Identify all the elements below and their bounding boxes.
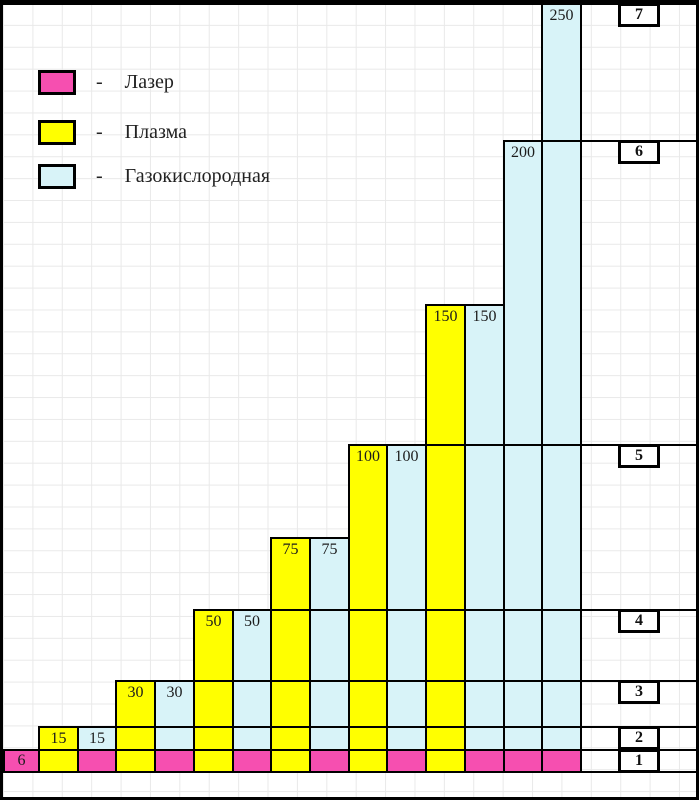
bar-value-label: 75 xyxy=(282,541,299,558)
legend-swatch-plasma xyxy=(38,119,76,145)
scale-marker-7: 7 xyxy=(618,3,660,27)
laser-band-cell xyxy=(386,749,427,773)
legend-item-oxyfuel: - Газокислородная xyxy=(38,163,270,189)
bar-value-label: 30 xyxy=(166,684,183,701)
laser-band-cell xyxy=(154,749,195,773)
level-line-15 xyxy=(38,726,696,728)
legend-label-oxyfuel: Газокислородная xyxy=(124,164,271,187)
laser-band-cell xyxy=(309,749,350,773)
bar-oxyfuel-15: 15 xyxy=(77,726,117,751)
laser-band-value-label: 6 xyxy=(17,752,26,769)
scale-marker-3: 3 xyxy=(618,680,660,704)
bar-value-label: 30 xyxy=(127,684,144,701)
legend-swatch-oxyfuel xyxy=(38,163,76,189)
bar-value-label: 15 xyxy=(89,730,105,747)
bar-oxyfuel-150: 150 xyxy=(464,304,505,751)
bar-value-label: 200 xyxy=(511,144,535,161)
laser-band-cell xyxy=(232,749,272,773)
bar-value-label: 75 xyxy=(321,541,338,558)
bar-plasma-150: 150 xyxy=(425,304,466,773)
legend-item-plasma: - Плазма xyxy=(38,119,187,145)
scale-marker-6: 6 xyxy=(618,140,660,164)
bar-plasma-75: 75 xyxy=(270,537,311,773)
laser-band-cell xyxy=(464,749,505,773)
bar-value-label: 50 xyxy=(244,613,260,630)
level-line-200 xyxy=(503,140,696,142)
bar-value-label: 100 xyxy=(356,448,380,465)
bar-oxyfuel-100: 100 xyxy=(386,444,427,751)
legend-label-laser: Лазер xyxy=(124,70,174,93)
bar-oxyfuel-30: 30 xyxy=(154,680,195,751)
plot-area: 6 15 15 30 30 50 50 75 75 100 100 150 150 200 250 7 6 5 4 3… xyxy=(3,3,696,797)
scale-marker-1: 1 xyxy=(618,749,660,773)
baseline xyxy=(3,771,696,773)
bar-value-label: 100 xyxy=(394,448,419,465)
level-line-6 xyxy=(3,749,696,751)
legend-swatch-laser xyxy=(38,69,76,95)
legend-separator: - xyxy=(96,164,103,187)
bar-value-label: 150 xyxy=(433,308,458,325)
laser-band-cell xyxy=(77,749,117,773)
bar-value-label: 150 xyxy=(472,308,497,325)
bar-value-label: 50 xyxy=(205,613,222,630)
level-line-250 xyxy=(3,3,696,5)
bar-plasma-100: 100 xyxy=(348,444,388,773)
level-line-30 xyxy=(115,680,696,682)
legend-separator: - xyxy=(96,70,103,93)
bar-oxyfuel-250: 250 xyxy=(541,3,582,751)
bar-oxyfuel-75: 75 xyxy=(309,537,350,751)
legend-label-plasma: Плазма xyxy=(124,120,187,143)
legend-separator: - xyxy=(96,120,103,143)
scale-marker-5: 5 xyxy=(618,444,660,468)
scale-marker-4: 4 xyxy=(618,609,660,633)
laser-band-cell xyxy=(503,749,543,773)
bar-value-label: 250 xyxy=(549,7,574,24)
scale-marker-2: 2 xyxy=(618,726,660,750)
legend-item-laser: - Лазер xyxy=(38,69,174,95)
level-line-50 xyxy=(193,609,696,611)
bar-value-label: 15 xyxy=(50,730,67,747)
laser-band-value-cell: 6 xyxy=(3,749,40,773)
level-line-100 xyxy=(348,444,696,446)
laser-band-cell xyxy=(541,749,582,773)
